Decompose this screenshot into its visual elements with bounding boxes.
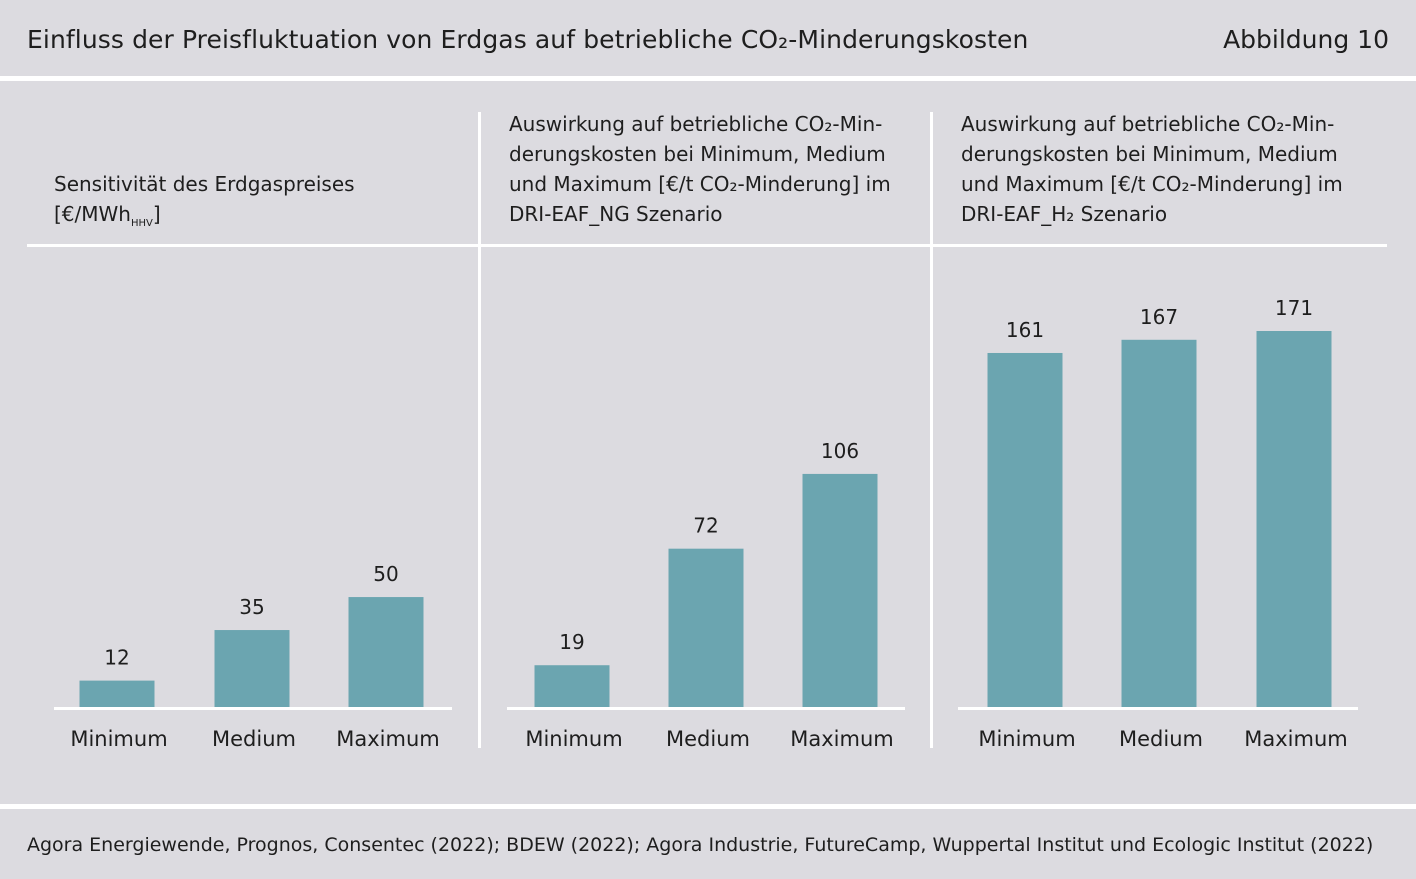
panel-2-title: Auswirkung auf betriebliche CO₂-Min- der… bbox=[509, 109, 891, 229]
panel-3-bar-minimum bbox=[987, 352, 1063, 707]
panel-2-title-line-4: DRI-EAF_NG Szenario bbox=[509, 202, 723, 226]
panel-3-title: Auswirkung auf betriebliche CO₂-Min- der… bbox=[961, 109, 1343, 229]
panel-2-baseline bbox=[507, 707, 905, 710]
figure-label: Abbildung 10 bbox=[1223, 25, 1389, 54]
panel-1-value-label-medium: 35 bbox=[239, 595, 264, 619]
panel-2-category-label-maximum: Maximum bbox=[790, 727, 893, 751]
panel-2-title-line-3: und Maximum [€/t CO₂-Minderung] im bbox=[509, 172, 891, 196]
panel-1-title: Sensitivität des Erdgaspreises [€/MWhHHV… bbox=[54, 169, 355, 229]
panel-1-value-label-maximum: 50 bbox=[373, 562, 398, 586]
panel-2-value-label-minimum: 19 bbox=[559, 630, 584, 654]
panel-1-baseline bbox=[54, 707, 452, 710]
panel-3-title-line-4: DRI-EAF_H₂ Szenario bbox=[961, 202, 1168, 226]
panel-3-bar-maximum bbox=[1256, 331, 1332, 707]
panel-1-category-label-minimum: Minimum bbox=[70, 727, 167, 751]
panel-3-title-line-3: und Maximum [€/t CO₂-Minderung] im bbox=[961, 172, 1343, 196]
panel-3-category-label-minimum: Minimum bbox=[978, 727, 1075, 751]
panel-3-bar-medium bbox=[1121, 339, 1197, 707]
header-rule bbox=[0, 76, 1416, 81]
panel-3-baseline bbox=[958, 707, 1358, 710]
panel-2-bar-medium bbox=[668, 548, 744, 707]
panel-3-title-line-1: Auswirkung auf betriebliche CO₂-Min- bbox=[961, 112, 1335, 136]
panel-3-value-label-medium: 167 bbox=[1140, 305, 1178, 329]
panel-2-value-label-maximum: 106 bbox=[821, 439, 859, 463]
panel-1-bar-maximum bbox=[348, 597, 424, 707]
panel-2-value-label-medium: 72 bbox=[693, 514, 718, 538]
panel-3-value-label-minimum: 161 bbox=[1006, 318, 1044, 342]
panel-2-category-label-minimum: Minimum bbox=[525, 727, 622, 751]
panel-1-category-label-maximum: Maximum bbox=[336, 727, 439, 751]
panel-1-category-label-medium: Medium bbox=[212, 727, 296, 751]
panel-1-value-label-minimum: 12 bbox=[104, 646, 129, 670]
panel-2-title-line-1: Auswirkung auf betriebliche CO₂-Min- bbox=[509, 112, 883, 136]
panel-1-title-bracket: ] bbox=[152, 202, 161, 226]
panel-1-bar-minimum bbox=[79, 680, 155, 707]
panel-2-title-line-2: derungskosten bei Minimum, Medium bbox=[509, 142, 886, 166]
panel-divider-2 bbox=[930, 112, 933, 748]
panel-3-title-line-2: derungskosten bei Minimum, Medium bbox=[961, 142, 1338, 166]
footer-rule bbox=[0, 804, 1416, 809]
panel-3-category-label-maximum: Maximum bbox=[1244, 727, 1347, 751]
panel-2-bar-maximum bbox=[802, 473, 878, 707]
panel-1-bar-medium bbox=[214, 630, 290, 707]
figure-title: Einfluss der Preisfluktuation von Erdgas… bbox=[27, 25, 1029, 54]
panel-3-value-label-maximum: 171 bbox=[1275, 296, 1313, 320]
panel-3-category-label-medium: Medium bbox=[1119, 727, 1203, 751]
title-separator bbox=[27, 244, 1387, 247]
source-note: Agora Energiewende, Prognos, Consentec (… bbox=[27, 834, 1374, 856]
panel-1-title-line-2: [€/MWh bbox=[54, 202, 131, 226]
panel-2-bar-minimum bbox=[534, 665, 610, 707]
panel-1-title-subscript: HHV bbox=[130, 218, 153, 229]
header: Einfluss der Preisfluktuation von Erdgas… bbox=[0, 0, 1416, 76]
panel-divider-1 bbox=[478, 112, 481, 748]
panel-1-title-line-1: Sensitivität des Erdgaspreises bbox=[54, 172, 355, 196]
panel-2-category-label-medium: Medium bbox=[666, 727, 750, 751]
